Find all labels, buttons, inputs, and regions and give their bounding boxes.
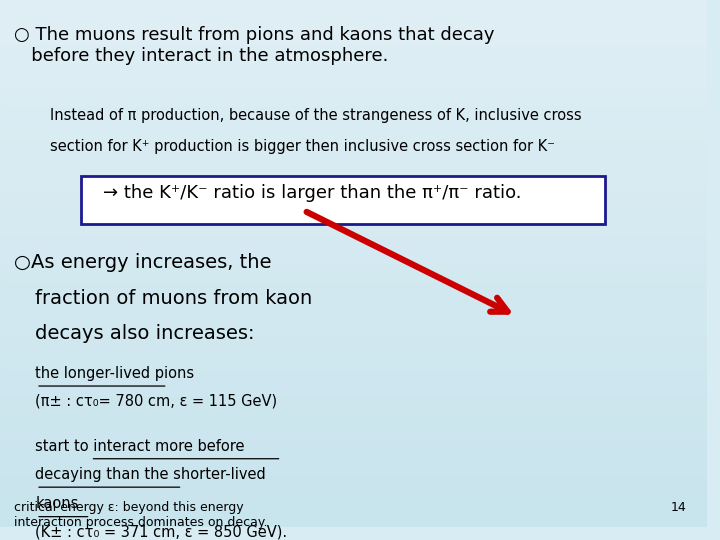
Bar — [0, 430, 707, 439]
Bar — [0, 79, 707, 88]
Bar — [0, 307, 707, 316]
Bar — [0, 316, 707, 325]
Bar — [0, 351, 707, 360]
Bar — [0, 184, 707, 193]
Bar — [0, 53, 707, 62]
Bar — [0, 140, 707, 149]
Bar — [0, 158, 707, 167]
FancyBboxPatch shape — [81, 177, 605, 224]
Bar — [0, 377, 707, 386]
Bar — [0, 246, 707, 254]
Bar — [0, 105, 707, 114]
Bar — [0, 0, 707, 9]
Text: 14: 14 — [670, 501, 686, 515]
Bar — [0, 114, 707, 123]
Bar — [0, 237, 707, 246]
Bar — [0, 281, 707, 289]
Text: the longer-lived pions: the longer-lived pions — [35, 366, 194, 381]
Bar — [0, 289, 707, 299]
Bar — [0, 167, 707, 176]
Text: → the K⁺/K⁻ ratio is larger than the π⁺/π⁻ ratio.: → the K⁺/K⁻ ratio is larger than the π⁺/… — [102, 184, 521, 202]
Bar — [0, 26, 707, 35]
Bar — [0, 202, 707, 211]
Bar — [0, 193, 707, 202]
Bar — [0, 299, 707, 307]
Bar — [0, 132, 707, 140]
Bar — [0, 448, 707, 456]
Text: (π± : cτ₀= 780 cm, ε = 115 GeV): (π± : cτ₀= 780 cm, ε = 115 GeV) — [35, 394, 277, 409]
Bar — [0, 474, 707, 483]
Text: fraction of muons from kaon: fraction of muons from kaon — [35, 288, 312, 308]
Bar — [0, 369, 707, 377]
Text: critical energy ε: beyond this energy
interaction process dominates on decay.: critical energy ε: beyond this energy in… — [14, 501, 268, 529]
Bar — [0, 123, 707, 132]
Bar — [0, 211, 707, 219]
Text: decaying than the shorter-lived: decaying than the shorter-lived — [35, 467, 266, 482]
Bar — [0, 421, 707, 430]
Bar — [0, 439, 707, 448]
Text: (K± : cτ₀ = 371 cm, ε = 850 GeV).: (K± : cτ₀ = 371 cm, ε = 850 GeV). — [35, 524, 287, 539]
Bar — [0, 342, 707, 351]
Bar — [0, 35, 707, 44]
Bar — [0, 254, 707, 264]
Bar — [0, 518, 707, 526]
Text: decays also increases:: decays also increases: — [35, 325, 255, 343]
Bar — [0, 395, 707, 404]
Bar — [0, 491, 707, 501]
Bar — [0, 465, 707, 474]
Text: ○ The muons result from pions and kaons that decay
   before they interact in th: ○ The muons result from pions and kaons … — [14, 26, 495, 65]
Bar — [0, 456, 707, 465]
Bar — [0, 18, 707, 26]
Bar — [0, 272, 707, 281]
Text: start to interact more before: start to interact more before — [35, 438, 245, 454]
Bar — [0, 149, 707, 158]
Bar — [0, 325, 707, 334]
Bar — [0, 413, 707, 421]
Bar — [0, 404, 707, 413]
Bar — [0, 501, 707, 509]
Bar — [0, 62, 707, 70]
Bar — [0, 88, 707, 97]
Bar — [0, 44, 707, 53]
Text: section for K⁺ production is bigger then inclusive cross section for K⁻: section for K⁺ production is bigger then… — [50, 139, 554, 153]
Bar — [0, 360, 707, 369]
Bar — [0, 176, 707, 184]
Bar — [0, 264, 707, 272]
Bar — [0, 97, 707, 105]
Text: kaons: kaons — [35, 496, 78, 511]
Bar — [0, 483, 707, 491]
Bar — [0, 70, 707, 79]
Text: ○As energy increases, the: ○As energy increases, the — [14, 253, 271, 272]
Bar — [0, 386, 707, 395]
Bar — [0, 509, 707, 518]
Text: Instead of π production, because of the strangeness of K, inclusive cross: Instead of π production, because of the … — [50, 108, 581, 123]
Bar — [0, 228, 707, 237]
Bar — [0, 334, 707, 342]
Bar — [0, 9, 707, 18]
Bar — [0, 219, 707, 228]
